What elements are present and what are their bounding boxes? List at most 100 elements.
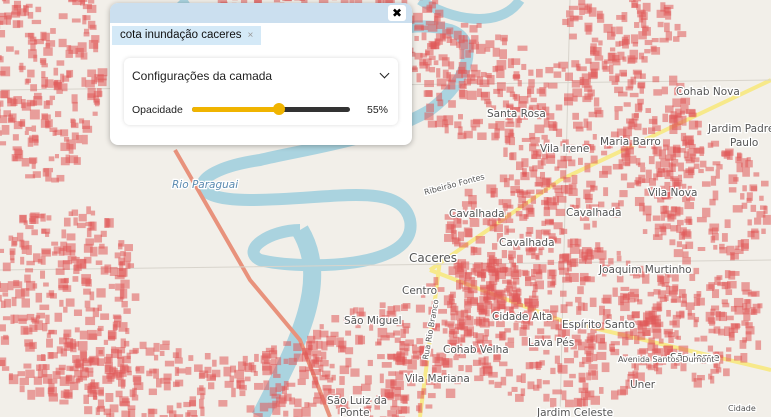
flood-cell: [470, 64, 478, 72]
flood-cell: [27, 39, 38, 45]
flood-cell: [601, 150, 608, 156]
flood-cell: [533, 264, 541, 274]
flood-cell: [204, 366, 212, 374]
layer-panel: ✖ cota inundação caceres × Configurações …: [110, 3, 412, 145]
flood-cell: [71, 209, 79, 216]
flood-cell: [453, 30, 462, 40]
flood-cell: [374, 404, 380, 410]
flood-cell: [280, 385, 286, 391]
flood-cell: [50, 293, 57, 299]
flood-cell: [630, 34, 639, 44]
flood-cell: [23, 363, 32, 369]
flood-cell: [515, 393, 524, 402]
flood-cell: [537, 110, 542, 120]
flood-cell: [68, 0, 78, 2]
flood-cell: [571, 174, 578, 184]
flood-cell: [35, 6, 42, 13]
flood-cell: [632, 69, 642, 75]
flood-cell: [578, 372, 586, 383]
flood-cell: [610, 269, 615, 274]
flood-cell: [448, 343, 458, 353]
flood-cell: [45, 231, 50, 237]
flood-cell: [734, 248, 744, 254]
flood-cell: [275, 357, 282, 366]
flood-cell: [760, 180, 769, 187]
flood-cell: [176, 368, 186, 374]
flood-cell: [616, 275, 624, 283]
flood-cell: [631, 0, 639, 9]
flood-cell: [363, 406, 371, 412]
flood-cell: [450, 291, 456, 299]
flood-cell: [493, 298, 499, 304]
flood-cell: [687, 148, 697, 157]
section-title[interactable]: Configurações da camada: [132, 69, 273, 83]
flood-cell: [0, 283, 9, 293]
flood-cell: [468, 39, 477, 44]
chevron[interactable]: [379, 68, 390, 79]
flood-cell: [478, 305, 488, 315]
flood-cell: [516, 161, 524, 171]
flood-cell: [655, 358, 663, 366]
flood-cell: [590, 395, 600, 405]
flood-cell: [483, 290, 488, 301]
flood-cell: [742, 337, 747, 343]
flood-cell: [673, 249, 684, 258]
flood-cell: [314, 392, 322, 399]
flood-cell: [745, 322, 753, 329]
flood-cell: [659, 185, 665, 192]
slider-thumb[interactable]: [272, 103, 285, 115]
flood-cell: [82, 358, 93, 363]
flood-cell: [652, 314, 661, 321]
flood-cell: [94, 234, 103, 243]
flood-cell: [652, 234, 663, 240]
flood-cell: [25, 225, 34, 230]
flood-cell: [541, 134, 548, 140]
flood-cell: [641, 178, 650, 184]
layer-tab[interactable]: cota inundação caceres ×: [112, 26, 262, 45]
flood-cell: [458, 365, 464, 372]
flood-cell: [322, 384, 332, 391]
flood-cell: [651, 143, 656, 150]
flood-cell: [603, 23, 613, 33]
flood-cell: [467, 297, 472, 304]
flood-cell: [594, 55, 604, 61]
flood-cell: [512, 106, 521, 113]
flood-cell: [453, 259, 459, 264]
flood-cell: [470, 78, 478, 84]
flood-cell: [29, 36, 37, 42]
close-button[interactable]: ✖: [388, 5, 406, 21]
flood-cell: [528, 298, 539, 309]
flood-cell: [21, 157, 30, 167]
flood-cell: [254, 0, 263, 6]
flood-cell: [248, 362, 255, 371]
flood-cell: [426, 4, 433, 13]
flood-cell: [25, 342, 35, 352]
flood-cell: [571, 204, 579, 210]
flood-cell: [505, 342, 515, 348]
flood-cell: [459, 274, 467, 285]
flood-cell: [664, 330, 672, 338]
flood-cell: [39, 57, 47, 64]
flood-cell: [583, 140, 590, 147]
tab-close[interactable]: ×: [247, 30, 254, 41]
flood-cell: [584, 22, 593, 32]
flood-cell: [675, 311, 685, 318]
flood-cell: [115, 390, 123, 398]
flood-cell: [17, 20, 24, 28]
flood-cell: [436, 78, 447, 87]
flood-cell: [69, 366, 79, 372]
flood-cell: [14, 50, 20, 55]
flood-cell: [519, 233, 524, 239]
flood-cell: [629, 0, 636, 3]
flood-cell: [680, 300, 687, 307]
flood-cell: [660, 158, 670, 168]
flood-cell: [640, 167, 646, 173]
flood-cell: [301, 352, 309, 362]
flood-cell: [669, 239, 676, 246]
slider-track[interactable]: [192, 103, 350, 115]
flood-cell: [400, 328, 406, 339]
flood-cell: [456, 41, 461, 48]
flood-cell: [598, 201, 605, 208]
flood-cell: [82, 14, 87, 25]
